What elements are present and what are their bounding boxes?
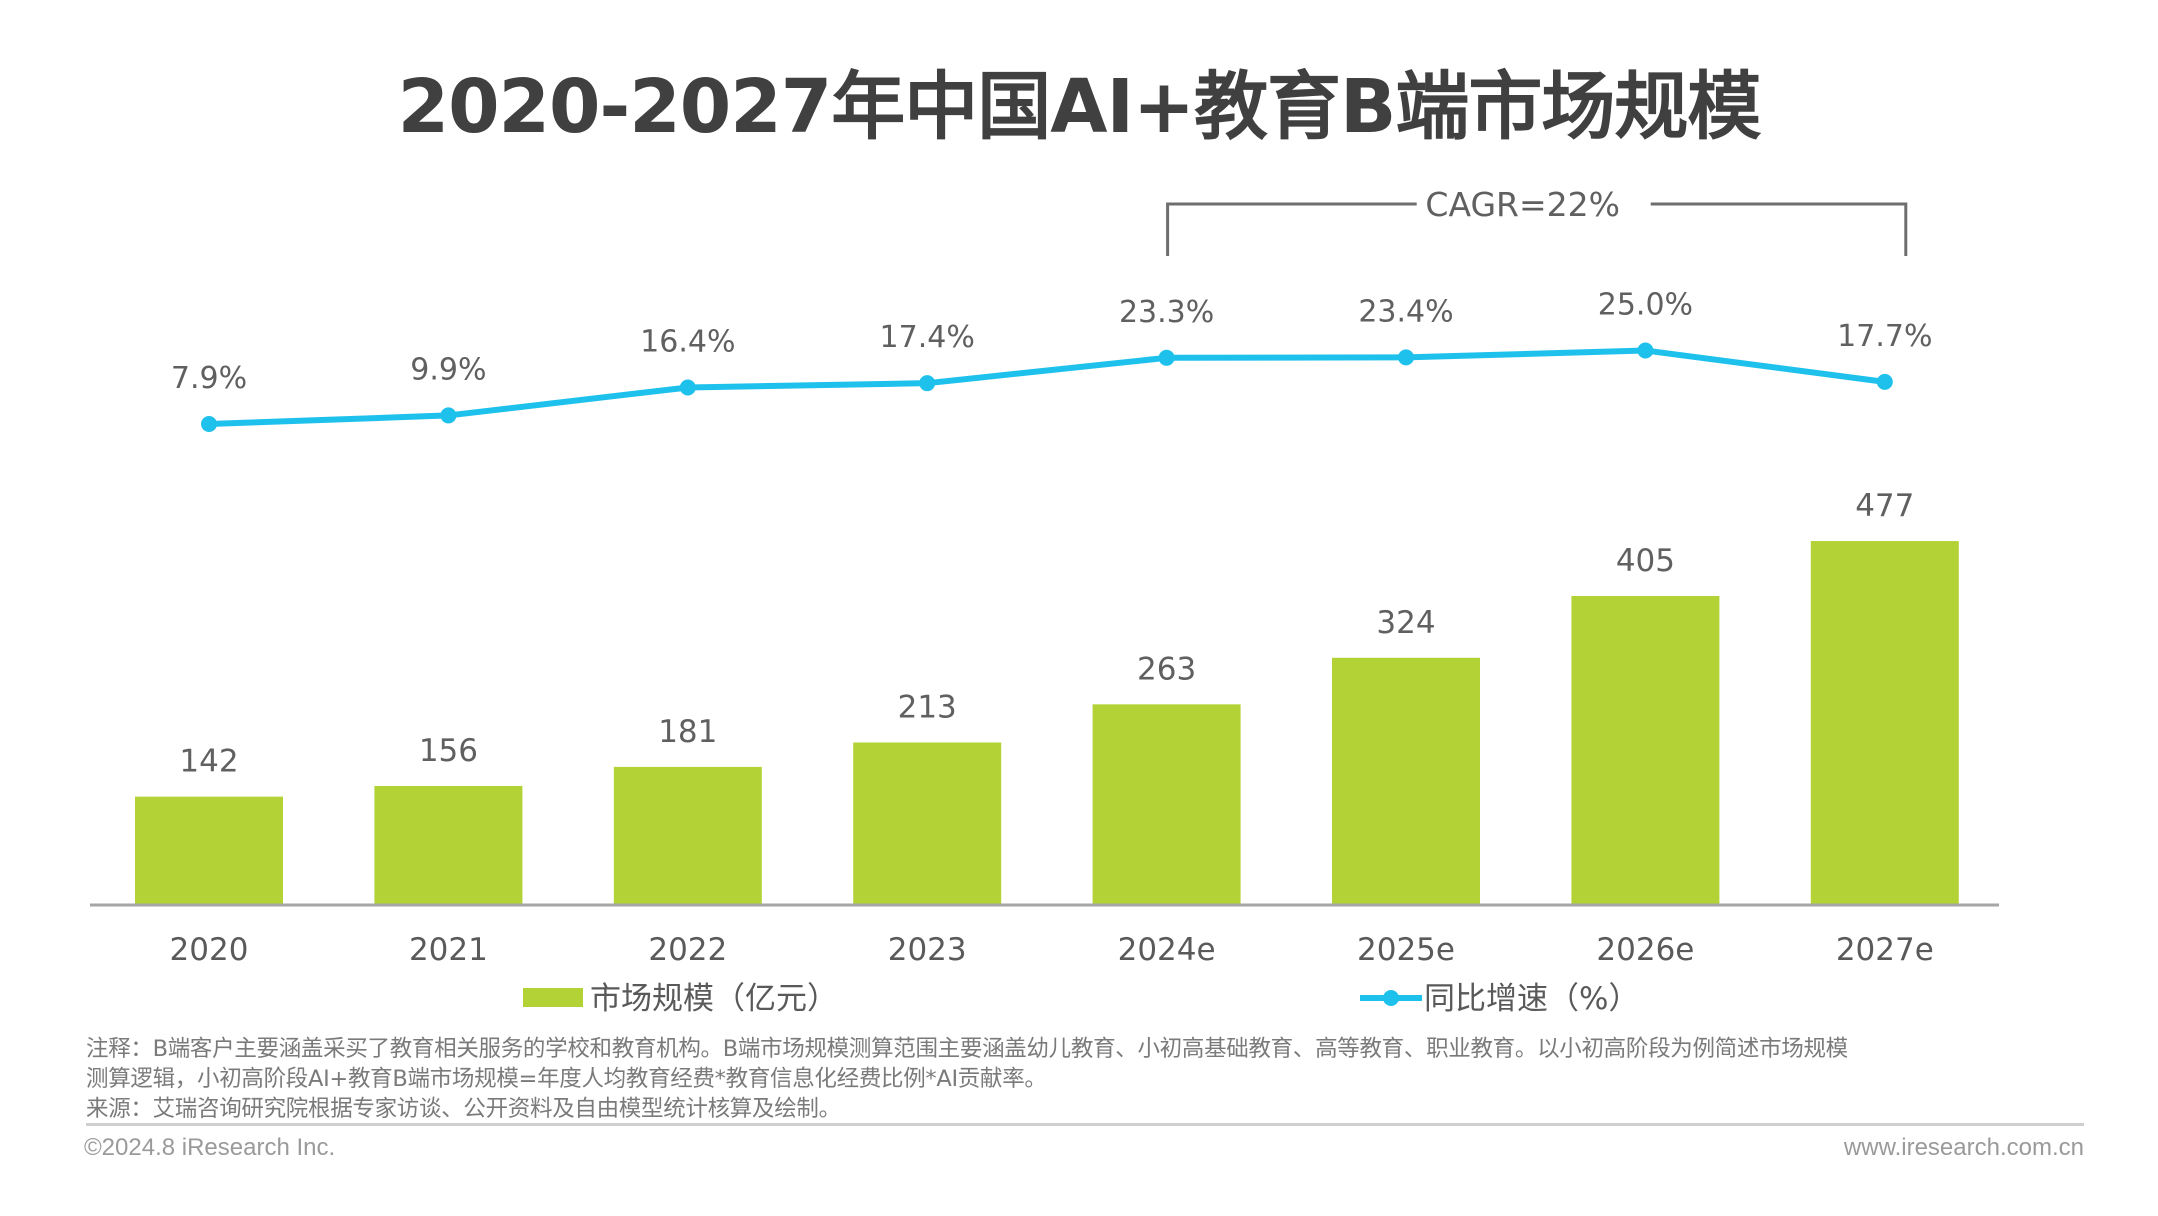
x-tick-label-2021: 2021 [409,932,488,968]
cagr-annotation: CAGR=22% [1166,185,1908,256]
legend-item-market-size: 市场规模（亿元） [523,981,838,1017]
bar-value-label-2021: 156 [419,733,478,769]
x-tick-label-2020: 2020 [170,932,249,968]
growth-point-2023 [919,375,936,392]
website-link[interactable]: www.iresearch.com.cn [1843,1134,2084,1161]
bar-value-label-2023: 213 [898,689,957,725]
x-tick-label-2027e: 2027e [1836,932,1934,968]
bar-2024e [1092,704,1241,905]
bar-2022 [613,766,762,905]
cagr-bracket-left [1166,202,1417,256]
bar-2025e [1332,657,1480,905]
growth-point-2024e [1158,349,1175,366]
growth-value-label-2026e: 25.0% [1598,288,1693,323]
bar-2026e [1571,595,1720,905]
growth-value-label-2023: 17.4% [880,320,975,355]
bar-2027e [1810,541,1959,905]
footer-divider [86,1123,2084,1126]
legend-item-growth-rate: 同比增速（%） [1360,981,1639,1017]
growth-point-2022 [679,379,696,396]
bar-2021 [374,785,523,905]
bar-value-label-2026e: 405 [1616,543,1675,579]
copyright: ©2024.8 iResearch Inc. [84,1134,336,1161]
x-tick-label-2024e: 2024e [1118,932,1216,968]
x-tick-label-2022: 2022 [648,932,727,968]
legend-dot-swatch [1383,990,1399,1006]
cagr-label: CAGR=22% [1425,185,1620,224]
bar-value-label-2022: 181 [658,714,717,750]
growth-point-2027e [1876,373,1893,390]
x-tick-label-2026e: 2026e [1596,932,1694,968]
note-line-1: 注释：B端客户主要涵盖采买了教育相关服务的学校和教育机构。B端市场规模测算范围主… [86,1036,1848,1062]
growth-point-2025e [1398,349,1414,366]
x-tick-label-2025e: 2025e [1357,932,1455,968]
growth-value-label-2022: 16.4% [640,324,735,359]
chart-title: 2020-2027年中国AI+教育B端市场规模 [398,64,1762,150]
x-axis-labels: 2020 2021 2022 2023 2024e 2025e 2026e 2027e [170,932,1934,968]
bar-value-label-2020: 142 [179,744,238,780]
growth-value-label-2020: 7.9% [171,361,247,396]
growth-value-label-2027e: 17.7% [1837,319,1932,354]
source-line: 来源：艾瑞咨询研究院根据专家访谈、公开资料及自由模型统计核算及绘制。 [86,1096,841,1122]
legend: 市场规模（亿元） 同比增速（%） [523,981,1639,1017]
growth-point-2020 [201,416,217,433]
x-tick-label-2023: 2023 [888,932,967,968]
note-line-2: 测算逻辑，小初高阶段AI+教育B端市场规模=年度人均教育经费*教育信息化经费比例… [86,1066,1047,1092]
growth-value-label-2025e: 23.4% [1358,294,1453,329]
growth-point-2021 [440,407,457,424]
legend-bar-swatch [523,988,583,1007]
legend-label-growth-rate: 同比增速（%） [1424,981,1639,1017]
bar-value-label-2027e: 477 [1855,488,1914,524]
bar-value-label-2025e: 324 [1376,605,1435,641]
cagr-bracket-right [1650,202,1908,256]
bar-2023 [853,742,1002,905]
growth-value-label-2024e: 23.3% [1119,295,1214,330]
growth-rate-series: 7.9% 9.9% 16.4% 17.4% 23.3% 23.4% 25.0% 17.7% [171,288,1932,433]
growth-value-label-2021: 9.9% [410,352,486,387]
growth-point-2026e [1637,342,1654,359]
legend-label-market-size: 市场规模（亿元） [590,981,838,1017]
bar-value-label-2024e: 263 [1137,651,1196,687]
bar-2020 [135,796,283,905]
growth-rate-line [208,347,1886,428]
market-size-series: 142 156 181 213 263 324 405 477 [135,488,1959,905]
